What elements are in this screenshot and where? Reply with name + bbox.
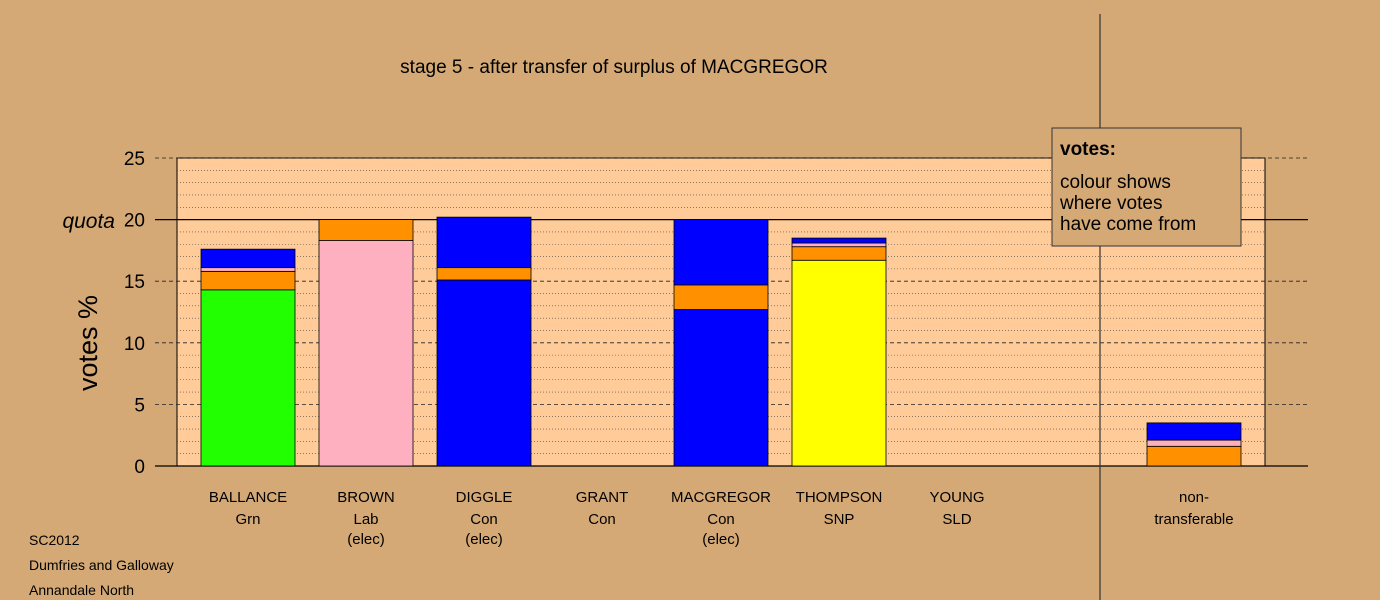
candidate-label: (elec) [347,531,385,548]
y-tick-label: 0 [134,457,145,478]
candidate-label: GRANT [576,489,629,506]
candidate-label: SLD [942,511,971,528]
bar-segment [200,248,296,269]
bar-segment [673,309,769,467]
y-tick-label: 10 [124,334,145,355]
bar-segment [318,219,414,241]
candidate-label: SNP [824,511,855,528]
candidate-label: Lab [353,511,378,528]
bar-segment [1146,445,1242,467]
candidate-label: YOUNG [929,489,984,506]
bar-segment [200,267,296,272]
bar-segment [673,219,769,286]
bar-segment [436,216,532,269]
bar-segment [436,267,532,281]
candidate-label: transferable [1154,511,1233,528]
footer-council: Dumfries and Galloway [29,557,174,573]
bar-segment [436,279,532,467]
candidate-label: Con [470,511,498,528]
bar-segment [791,237,887,244]
candidate-label: DIGGLE [456,489,513,506]
bar-segment [1146,439,1242,447]
candidate-label: BROWN [337,489,395,506]
legend-heading: votes: [1060,139,1116,160]
legend-line-2: where votes [1059,193,1162,214]
y-tick-label: 25 [124,149,145,170]
candidate-label: Con [707,511,735,528]
legend-line-1: colour shows [1060,172,1171,193]
bar-segment [200,270,296,291]
candidate-label: BALLANCE [209,489,287,506]
footer-election: SC2012 [29,532,80,548]
bar-segment [791,242,887,248]
y-axis-ticks: 0 5 10 15 20 25 [124,149,145,478]
y-axis-label: votes % [73,295,103,391]
candidate-label: (elec) [465,531,503,548]
candidate-label: Grn [235,511,260,528]
candidate-label: MACGREGOR [671,489,771,506]
candidate-label: Con [588,511,616,528]
candidate-label: (elec) [702,531,740,548]
bar-segment [791,246,887,261]
chart-title: stage 5 - after transfer of surplus of M… [400,57,828,78]
quota-label: quota [62,210,115,233]
bars [200,216,1242,467]
bar-segment [791,259,887,467]
bar-segment [200,289,296,467]
footer-ward: Annandale North [29,582,135,598]
candidate-label: THOMPSON [796,489,883,506]
legend-line-3: have come from [1060,214,1196,235]
candidate-labels: BALLANCE Grn BROWN Lab (elec) DIGGLE Con (elec)… [209,489,1234,548]
y-tick-label: 15 [124,272,145,293]
y-tick-label: 5 [134,395,145,416]
legend-box: votes: colour shows where votes have com… [1051,127,1242,247]
bar-segment [318,240,414,467]
bar-segment [673,284,769,310]
y-tick-label: 20 [124,211,145,232]
bar-segment [1146,422,1242,441]
candidate-label: non- [1179,489,1209,506]
